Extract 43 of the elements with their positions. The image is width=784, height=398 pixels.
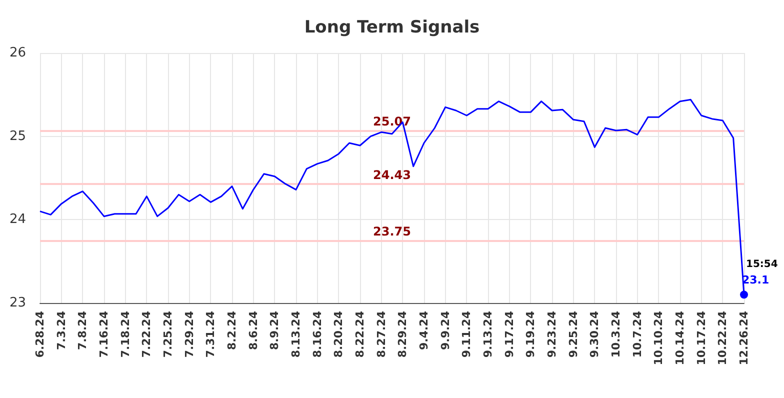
x-tick-label: 6.28.24 <box>34 310 46 358</box>
x-tick-label: 7.31.24 <box>204 310 218 358</box>
y-tick-label: 23 <box>9 296 26 310</box>
x-tick-label: 8.20.24 <box>332 310 346 358</box>
x-tick-label: 7.8.24 <box>76 310 90 350</box>
x-tick-label: 7.3.24 <box>54 310 68 350</box>
x-tick-label: 9.25.24 <box>566 310 580 358</box>
y-tick-label: 24 <box>9 212 26 228</box>
x-tick-label: 9.11.24 <box>460 310 474 358</box>
x-tick-label: 8.9.24 <box>268 310 282 350</box>
x-tick-label: 7.18.24 <box>118 310 132 358</box>
chart-title: Long Term Signals <box>304 18 480 38</box>
x-tick-label: 8.22.24 <box>354 310 366 358</box>
annotation: 15:54 <box>746 259 778 270</box>
x-tick-label: 9.19.24 <box>524 310 538 358</box>
x-tick-label: 9.17.24 <box>502 310 516 358</box>
ref-line-label: 23.75 <box>373 224 411 238</box>
x-tick-label: 9.9.24 <box>438 310 452 350</box>
y-tick-label: 25 <box>9 128 26 144</box>
x-tick-label: 7.22.24 <box>140 310 154 358</box>
x-tick-label: 8.27.24 <box>374 310 388 358</box>
x-tick-label: 12.26.24 <box>738 310 750 366</box>
x-tick-label: 8.13.24 <box>290 310 302 358</box>
x-tick-label: 9.23.24 <box>546 310 558 358</box>
x-tick-label: 10.22.24 <box>716 310 730 366</box>
x-tick-label: 7.25.24 <box>162 310 174 358</box>
x-tick-label: 8.29.24 <box>396 310 410 358</box>
x-tick-label: 7.29.24 <box>182 310 196 358</box>
x-tick-label: 9.4.24 <box>418 310 430 350</box>
ref-line-label: 25.07 <box>373 114 411 128</box>
x-tick-label: 8.6.24 <box>246 310 260 350</box>
x-tick-label: 7.16.24 <box>98 310 110 358</box>
x-tick-label: 10.3.24 <box>610 310 622 358</box>
x-tick-label: 10.14.24 <box>674 310 686 366</box>
x-tick-label: 10.7.24 <box>630 310 644 358</box>
x-tick-label: 8.2.24 <box>226 310 238 350</box>
x-tick-label: 9.30.24 <box>588 310 602 358</box>
x-tick-label: 8.16.24 <box>310 310 324 358</box>
ref-line-label: 24.43 <box>373 168 411 182</box>
x-tick-label: 10.10.24 <box>652 310 666 366</box>
x-tick-label: 9.13.24 <box>482 310 494 358</box>
x-tick-label: 10.17.24 <box>694 310 708 366</box>
y-tick-label: 26 <box>9 46 26 60</box>
